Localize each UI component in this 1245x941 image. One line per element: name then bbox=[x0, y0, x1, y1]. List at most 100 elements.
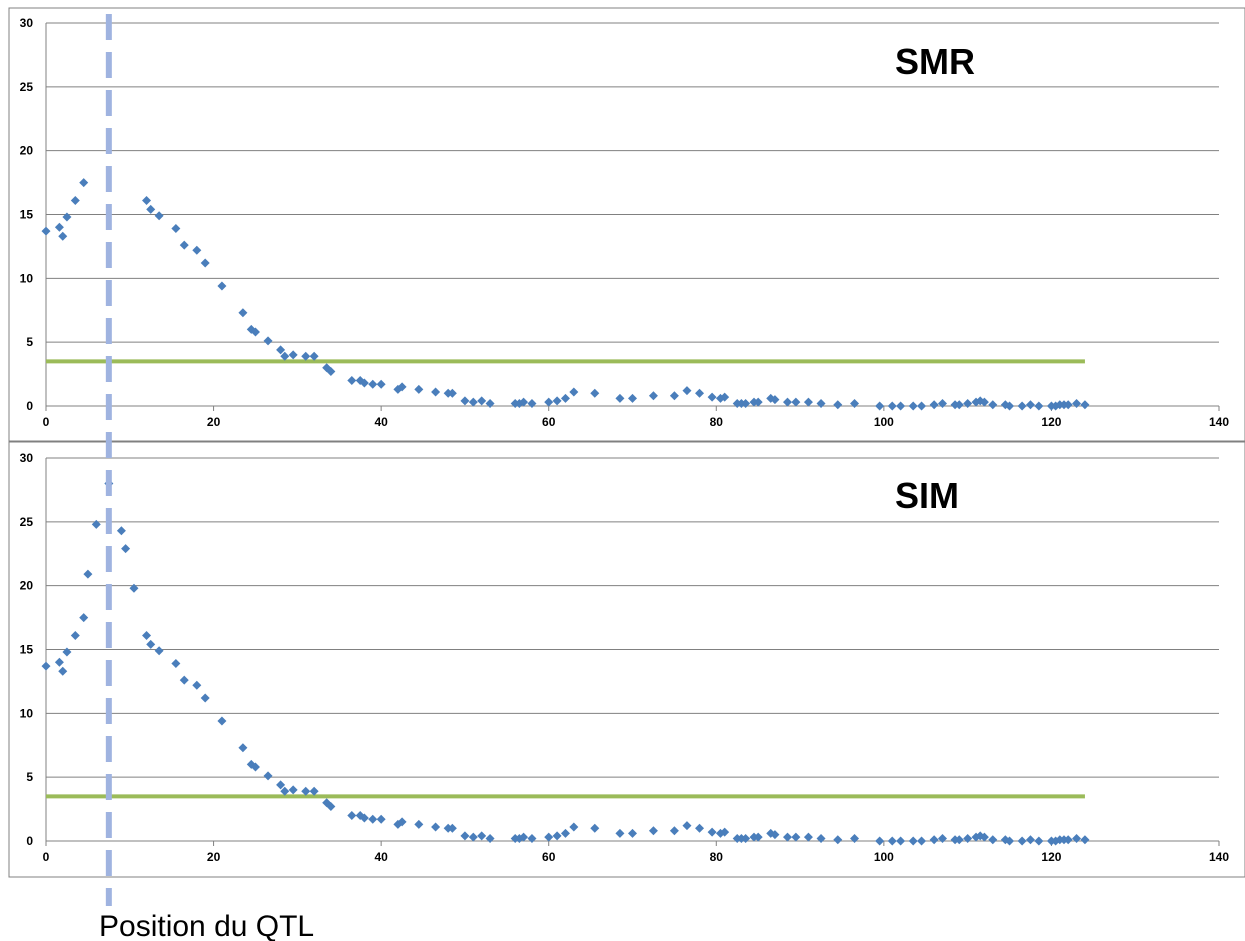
sim-data-point bbox=[720, 827, 730, 837]
smr-data-point bbox=[477, 396, 487, 406]
smr-data-point bbox=[979, 397, 989, 407]
smr-y-tick-label: 20 bbox=[20, 144, 34, 158]
sim-data-point bbox=[280, 786, 290, 796]
smr-data-point bbox=[707, 392, 717, 402]
sim-data-point bbox=[1005, 836, 1015, 846]
smr-data-point bbox=[70, 195, 80, 205]
smr-data-point bbox=[741, 398, 751, 408]
sim-data-point bbox=[477, 831, 487, 841]
smr-data-point bbox=[142, 195, 152, 205]
smr-data-point bbox=[783, 397, 793, 407]
smr-y-tick-label: 30 bbox=[20, 16, 34, 30]
sim-data-point bbox=[741, 833, 751, 843]
qtl-caption: Position du QTL bbox=[99, 910, 314, 941]
smr-y-tick-label: 10 bbox=[20, 271, 34, 285]
smr-y-tick-label: 15 bbox=[20, 208, 34, 222]
smr-data-point bbox=[552, 396, 562, 406]
sim-data-point bbox=[552, 831, 562, 841]
smr-data-point bbox=[628, 393, 637, 403]
sim-data-point bbox=[527, 833, 537, 843]
sim-data-point bbox=[146, 639, 156, 649]
sim-data-point bbox=[615, 828, 625, 838]
sim-data-point bbox=[1063, 835, 1073, 845]
sim-data-point bbox=[682, 821, 692, 831]
smr-data-point bbox=[62, 212, 72, 222]
sim-data-point bbox=[326, 802, 336, 812]
sim-data-point bbox=[850, 833, 860, 843]
smr-data-point bbox=[908, 401, 918, 411]
sim-gridlines bbox=[45, 457, 1220, 846]
sim-y-tick-label: 5 bbox=[26, 770, 33, 784]
smr-data-point bbox=[669, 391, 679, 401]
smr-data-point bbox=[326, 367, 336, 377]
smr-data-point bbox=[468, 397, 478, 407]
smr-data-point bbox=[263, 336, 273, 346]
smr-data-point bbox=[1034, 401, 1044, 411]
smr-y-tick-label: 25 bbox=[20, 80, 34, 94]
smr-data-point bbox=[1005, 401, 1015, 411]
sim-data-point bbox=[929, 835, 939, 845]
sim-data-point bbox=[460, 831, 470, 841]
smr-data-point bbox=[648, 391, 658, 401]
smr-data-point bbox=[460, 396, 470, 406]
sim-data-point bbox=[833, 835, 843, 845]
smr-data-point bbox=[447, 388, 457, 398]
smr-data-point bbox=[41, 226, 51, 236]
sim-data-point bbox=[1034, 836, 1044, 846]
sim-y-tick-label: 10 bbox=[20, 706, 34, 720]
smr-data-point bbox=[833, 400, 843, 410]
sim-data-point bbox=[1080, 835, 1090, 845]
sim-data-point bbox=[707, 827, 717, 837]
smr-chart-title: SMR bbox=[895, 41, 975, 82]
sim-data-point bbox=[628, 828, 637, 838]
sim-data-point bbox=[468, 832, 478, 842]
sim-data-point bbox=[79, 613, 89, 623]
smr-data-point bbox=[770, 395, 780, 405]
sim-data-point bbox=[1072, 833, 1082, 843]
sim-data-point bbox=[1025, 835, 1035, 845]
sim-data-point bbox=[200, 693, 210, 703]
smr-x-tick-label: 80 bbox=[710, 415, 724, 429]
sim-x-tick-label: 120 bbox=[1041, 850, 1061, 864]
sim-data-point bbox=[519, 832, 529, 842]
sim-x-tick-label: 40 bbox=[374, 850, 388, 864]
smr-chart-frame bbox=[8, 7, 1245, 442]
sim-data-point bbox=[179, 675, 189, 685]
smr-data-point bbox=[200, 258, 210, 268]
smr-data-point bbox=[695, 388, 705, 398]
smr-data-point bbox=[929, 400, 939, 410]
smr-data-point bbox=[217, 281, 227, 291]
sim-data-point bbox=[54, 657, 64, 667]
sim-data-point bbox=[1017, 836, 1027, 846]
sim-data-point bbox=[41, 661, 51, 671]
sim-data-point bbox=[979, 832, 989, 842]
sim-data-point bbox=[560, 828, 570, 838]
sim-data-point bbox=[544, 832, 554, 842]
sim-data-point bbox=[414, 819, 424, 829]
sim-data-point bbox=[301, 786, 311, 796]
sim-x-tick-label: 80 bbox=[710, 850, 724, 864]
smr-data-point bbox=[146, 204, 156, 214]
smr-data-point bbox=[154, 211, 164, 221]
sim-x-tick-label: 20 bbox=[207, 850, 221, 864]
sim-data-point bbox=[154, 646, 164, 656]
sim-data-point bbox=[309, 786, 319, 796]
smr-data-point bbox=[250, 327, 260, 337]
smr-data-point bbox=[485, 398, 495, 408]
sim-y-tick-label: 20 bbox=[20, 579, 34, 593]
sim-chart-title: SIM bbox=[895, 475, 959, 516]
sim-data-point bbox=[963, 833, 973, 843]
sim-x-tick-label: 0 bbox=[43, 850, 50, 864]
sim-data-point bbox=[896, 836, 906, 846]
sim-y-tick-labels: 0 5 10 15 20 25 30 bbox=[20, 451, 34, 848]
sim-data-point bbox=[70, 630, 80, 640]
smr-x-tick-label: 0 bbox=[43, 415, 50, 429]
smr-data-point bbox=[54, 222, 64, 232]
sim-data-point bbox=[875, 836, 885, 846]
smr-data-point bbox=[519, 397, 529, 407]
sim-data-point bbox=[91, 519, 101, 529]
smr-data-point bbox=[301, 351, 311, 361]
sim-data-point bbox=[954, 835, 964, 845]
sim-data-point bbox=[121, 544, 131, 554]
